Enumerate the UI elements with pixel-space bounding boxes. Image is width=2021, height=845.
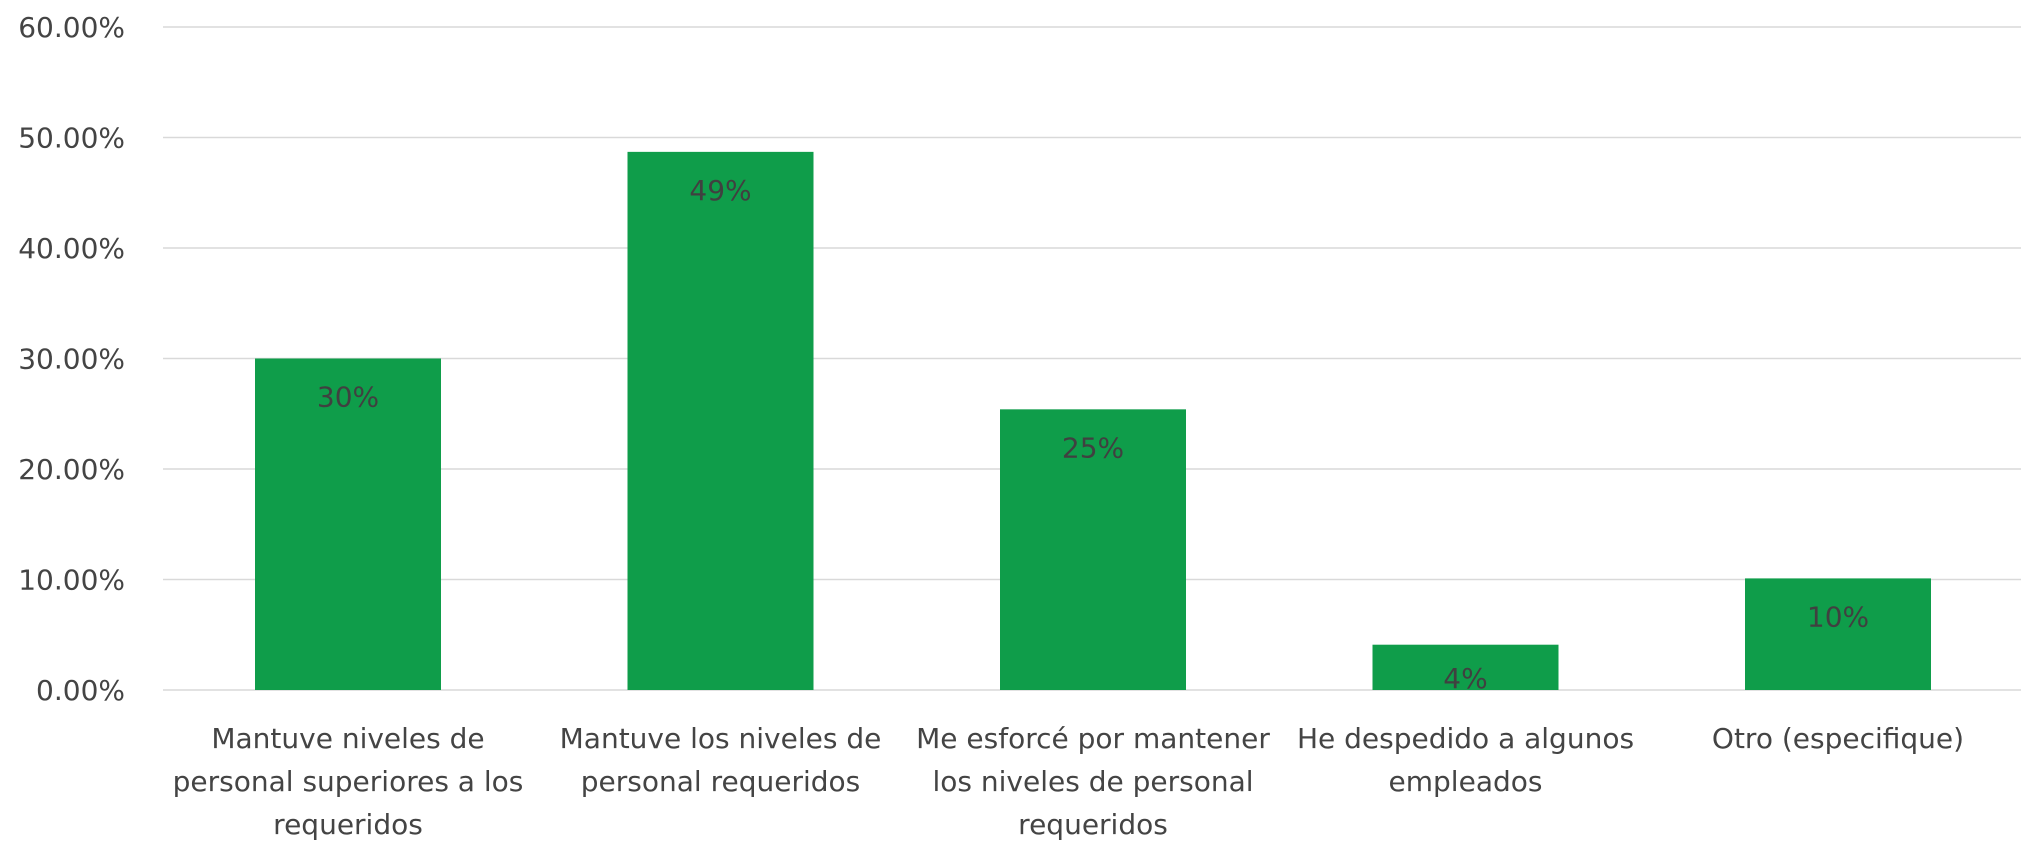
category-label-line: requeridos: [273, 808, 423, 841]
bars: [255, 151, 1931, 691]
bar: [255, 358, 441, 690]
category-label: He despedido a algunos empleados: [1297, 722, 1634, 798]
bar: [1000, 409, 1186, 690]
category-label-line: personal superiores a los: [173, 765, 524, 798]
y-tick-label: 30.00%: [18, 343, 125, 376]
y-tick-label: 40.00%: [18, 232, 125, 265]
category-label: Me esforcé por mantener los niveles de pe…: [916, 722, 1270, 841]
y-tick-label: 0.00%: [36, 674, 125, 707]
category-label-line: requeridos: [1018, 808, 1168, 841]
data-label: 49%: [689, 174, 751, 207]
category-label-line: Me esforcé por mantener: [916, 722, 1270, 755]
y-tick-label: 60.00%: [18, 11, 125, 44]
bar: [1745, 578, 1931, 690]
y-tick-label: 50.00%: [18, 122, 125, 155]
data-label: 30%: [317, 381, 379, 414]
category-label-line: Mantuve los niveles de: [560, 722, 882, 755]
y-tick-label: 10.00%: [18, 564, 125, 597]
data-label: 25%: [1062, 431, 1124, 464]
category-label-line: Mantuve niveles de: [211, 722, 484, 755]
data-label: 4%: [1443, 662, 1487, 695]
y-axis-tick-labels: 0.00% 10.00% 20.00% 30.00% 40.00% 50.00% 60.00…: [18, 11, 125, 707]
data-label: 10%: [1807, 600, 1869, 633]
category-label: Otro (especifique): [1712, 722, 1964, 755]
category-label-line: empleados: [1389, 765, 1543, 798]
y-tick-label: 20.00%: [18, 453, 125, 486]
category-label: Mantuve los niveles de personal requerido…: [560, 722, 882, 798]
category-label-line: los niveles de personal: [932, 765, 1253, 798]
bar: [627, 151, 814, 691]
data-labels: 30% 49% 25% 4% 10%: [317, 174, 1869, 695]
bar: [1372, 644, 1559, 690]
category-label-line: Otro (especifique): [1712, 722, 1964, 755]
category-label-line: He despedido a algunos: [1297, 722, 1634, 755]
category-label: Mantuve niveles de personal superiores a …: [173, 722, 524, 841]
category-label-line: personal requeridos: [581, 765, 860, 798]
x-axis-category-labels: Mantuve niveles de personal superiores a …: [173, 722, 1964, 841]
